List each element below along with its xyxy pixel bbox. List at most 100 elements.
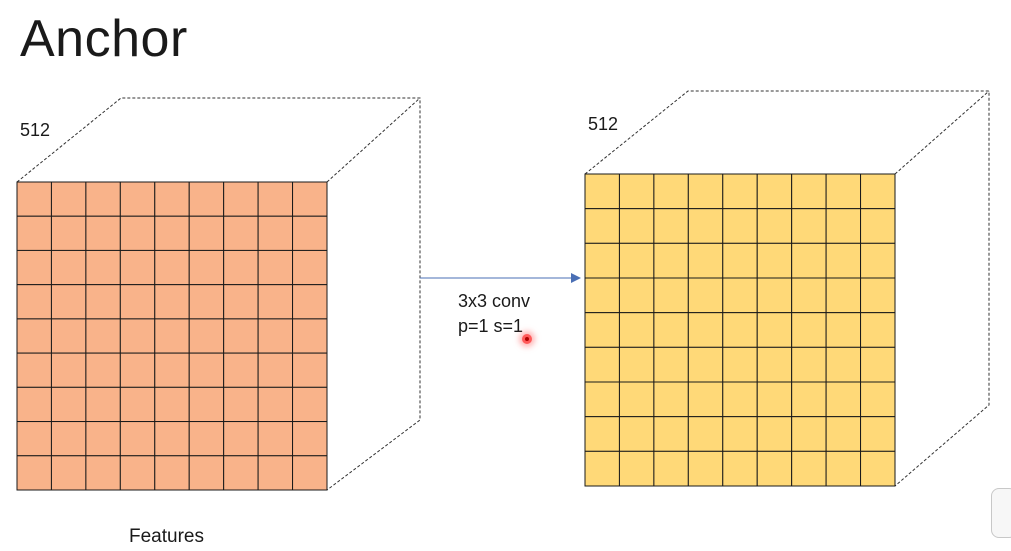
grid-cell	[188, 352, 225, 388]
grid-cell	[188, 421, 225, 457]
grid-cell	[825, 277, 862, 314]
grid-cell	[687, 416, 724, 452]
grid-cell	[85, 215, 121, 251]
grid-cell	[791, 173, 827, 210]
grid-cell	[687, 173, 724, 210]
grid-cell	[791, 312, 827, 348]
grid-cell	[618, 208, 655, 244]
grid-cell	[722, 416, 758, 452]
grid-cell	[188, 386, 225, 423]
grid-cell	[119, 284, 156, 320]
grid-cell	[50, 284, 87, 320]
grid-cell	[292, 215, 328, 251]
grid-cell	[154, 318, 190, 354]
conv-op-label: 3x3 conv p=1 s=1	[458, 289, 530, 339]
grid-cell	[50, 318, 87, 354]
grid-cell	[756, 312, 793, 348]
grid-cell	[154, 352, 190, 388]
grid-cell	[825, 242, 862, 279]
grid-cell	[618, 277, 655, 314]
grid-cell	[584, 277, 620, 314]
grid-cell	[687, 312, 724, 348]
grid-cell	[687, 346, 724, 383]
grid-cell	[584, 381, 620, 418]
grid-cell	[791, 416, 827, 452]
grid-cell	[292, 284, 328, 320]
grid-cell	[791, 346, 827, 383]
grid-cell	[119, 249, 156, 286]
grid-cell	[50, 386, 87, 423]
grid-cell	[257, 386, 294, 423]
grid-cell	[119, 455, 156, 491]
grid-cell	[653, 173, 689, 210]
grid-cell	[722, 173, 758, 210]
grid-cell	[791, 242, 827, 279]
grid-cell	[292, 455, 328, 491]
grid-cell	[584, 312, 620, 348]
grid-cell	[722, 312, 758, 348]
grid-cell	[257, 421, 294, 457]
feature-map-cube-right	[584, 90, 990, 487]
grid-cell	[154, 455, 190, 491]
grid-cell	[154, 421, 190, 457]
grid-cell	[825, 208, 862, 244]
grid-cell	[257, 352, 294, 388]
grid-cell	[223, 215, 259, 251]
grid-cell	[223, 318, 259, 354]
grid-cell	[16, 318, 52, 354]
grid-cell	[653, 312, 689, 348]
grid-cell	[687, 242, 724, 279]
grid-cell	[584, 208, 620, 244]
cursor-pointer-icon	[522, 334, 532, 344]
grid-cell	[860, 208, 896, 244]
grid-cell	[791, 450, 827, 487]
grid-cell	[257, 284, 294, 320]
grid-cell	[722, 242, 758, 279]
grid-cell	[292, 249, 328, 286]
grid-cell	[119, 352, 156, 388]
grid-cell	[584, 346, 620, 383]
grid-cell	[188, 249, 225, 286]
conv-kernel-text: 3x3 conv	[458, 291, 531, 311]
grid-cell	[860, 416, 896, 452]
depth-label-left: 512	[20, 120, 51, 140]
grid-cell	[188, 181, 225, 217]
grid-cell	[85, 318, 121, 354]
grid-cell	[50, 249, 87, 286]
grid-cell	[292, 352, 328, 388]
grid-cell	[618, 312, 655, 348]
scroll-handle[interactable]	[991, 488, 1011, 538]
grid-cell	[756, 381, 793, 418]
grid-cell	[188, 455, 225, 491]
grid-cell	[756, 208, 793, 244]
grid-cell	[584, 450, 620, 487]
grid-cell	[292, 181, 328, 217]
grid-cell	[188, 284, 225, 320]
grid-cell	[618, 381, 655, 418]
features-caption: Features	[129, 526, 204, 547]
grid-cell	[860, 173, 896, 210]
grid-cell	[860, 381, 896, 418]
grid-cell	[50, 455, 87, 491]
grid-cell	[584, 416, 620, 452]
cube-depth-edges	[16, 97, 421, 491]
grid-cell	[584, 173, 620, 210]
grid-cell	[119, 318, 156, 354]
grid-cell	[860, 346, 896, 383]
grid-cell	[653, 346, 689, 383]
grid-cell	[223, 386, 259, 423]
grid-cell	[223, 455, 259, 491]
grid-cell	[257, 249, 294, 286]
grid-cell	[756, 173, 793, 210]
grid-cell	[687, 277, 724, 314]
grid-cell	[16, 455, 52, 491]
grid-cell	[584, 242, 620, 279]
grid-cell	[722, 277, 758, 314]
grid-cell	[16, 352, 52, 388]
grid-cell	[687, 381, 724, 418]
depth-label-right: 512	[588, 114, 619, 134]
grid-cell	[860, 312, 896, 348]
grid-cell	[50, 215, 87, 251]
grid-cell	[257, 318, 294, 354]
grid-cell	[16, 421, 52, 457]
